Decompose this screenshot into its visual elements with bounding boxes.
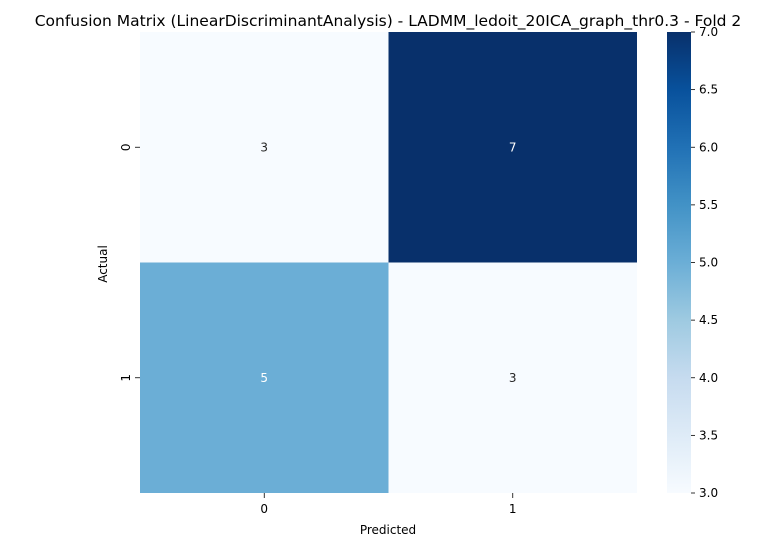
heatmap-cell — [388, 32, 637, 263]
colorbar-tick-label: 6.5 — [699, 83, 718, 97]
colorbar-ticks: 3.0 3.5 4.0 4.5 5.0 5.5 6.0 6.5 7.0 — [691, 25, 718, 500]
y-axis: 01 — [119, 143, 140, 382]
cell-value-label: 3 — [509, 371, 517, 385]
heatmap-cell — [388, 262, 637, 493]
chart-title: Confusion Matrix (LinearDiscriminantAnal… — [35, 12, 742, 31]
heatmap-grid: 3 7 5 3 — [140, 32, 637, 493]
colorbar-tick-label: 3.0 — [699, 486, 718, 500]
colorbar-tick-label: 6.0 — [699, 140, 718, 154]
y-tick-label: 0 — [119, 143, 133, 151]
x-tick-label: 1 — [509, 502, 517, 516]
heatmap-cell — [140, 32, 389, 263]
heatmap-cell — [140, 262, 389, 493]
colorbar-tick-label: 5.5 — [699, 198, 718, 212]
colorbar-tick-label: 4.0 — [699, 371, 718, 385]
colorbar-tick-label: 7.0 — [699, 25, 718, 39]
cell-value-label: 5 — [260, 371, 268, 385]
colorbar — [667, 32, 691, 493]
x-tick-label: 0 — [260, 502, 268, 516]
colorbar-tick-label: 4.5 — [699, 313, 718, 327]
y-axis-label: Actual — [96, 245, 110, 283]
cell-value-label: 7 — [509, 140, 517, 154]
x-axis-label: Predicted — [360, 523, 416, 537]
cell-value-label: 3 — [260, 140, 268, 154]
colorbar-tick-label: 3.5 — [699, 428, 718, 442]
y-tick-label: 1 — [119, 374, 133, 382]
colorbar-tick-label: 5.0 — [699, 256, 718, 270]
